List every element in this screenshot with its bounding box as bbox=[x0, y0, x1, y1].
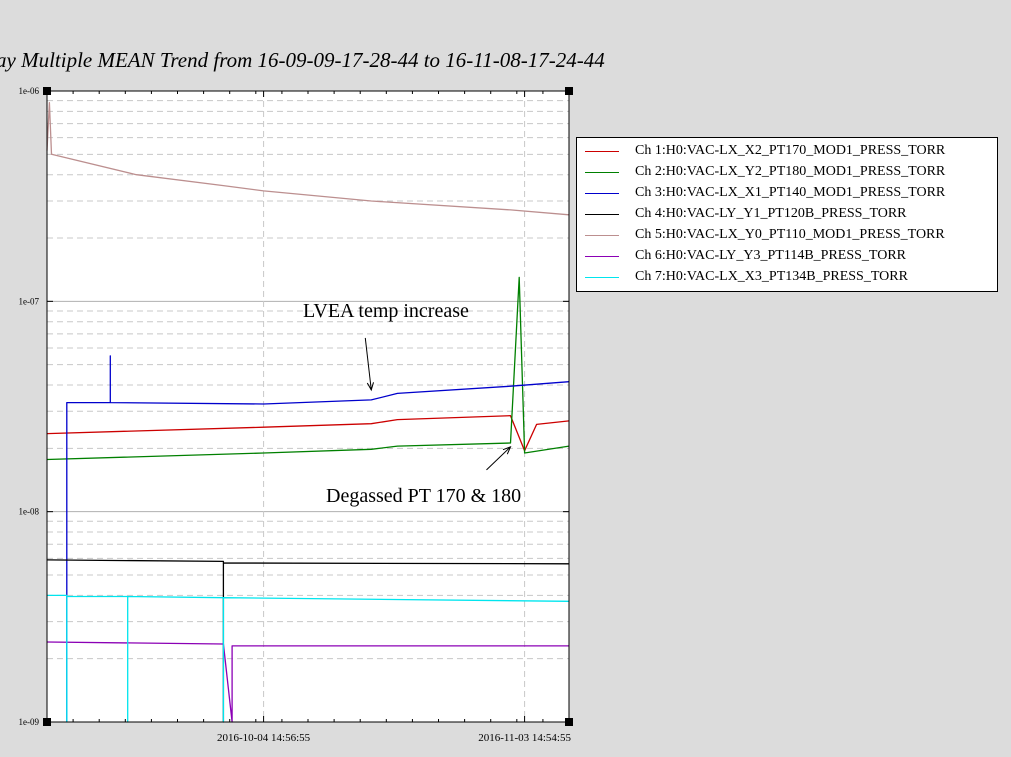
legend-swatch bbox=[585, 255, 619, 257]
annotation-arrows bbox=[364, 337, 512, 471]
y-tick-label: 1e-06 bbox=[19, 86, 40, 96]
x-tick-label: 2016-11-03 14:54:55 bbox=[478, 732, 571, 744]
y-tick-label: 1e-08 bbox=[19, 507, 40, 517]
legend-label: Ch 2:H0:VAC-LX_Y2_PT180_MOD1_PRESS_TORR bbox=[635, 164, 946, 179]
corner-marker bbox=[43, 718, 51, 726]
legend-swatch bbox=[585, 213, 619, 215]
legend-item: Ch 2:H0:VAC-LX_Y2_PT180_MOD1_PRESS_TORR bbox=[585, 162, 945, 182]
corner-marker bbox=[43, 87, 51, 95]
legend-item: Ch 1:H0:VAC-LX_X2_PT170_MOD1_PRESS_TORR bbox=[585, 141, 945, 161]
y-tick-label: 1e-07 bbox=[19, 296, 40, 306]
series-line-ch2 bbox=[46, 276, 570, 461]
legend-swatch bbox=[585, 150, 619, 152]
annotation-arrow-degassed bbox=[486, 446, 511, 471]
legend-item: Ch 4:H0:VAC-LY_Y1_PT120B_PRESS_TORR bbox=[585, 204, 907, 224]
x-tick-label: 2016-10-04 14:56:55 bbox=[217, 732, 311, 744]
axis-ticks: 1e-06 1e-07 1e-08 1e-09 2016-10-04 14:56:55 2… bbox=[19, 86, 572, 744]
annotation-arrow-degassed-head bbox=[502, 446, 512, 455]
annotation-lvea: LVEA temp increase bbox=[303, 300, 469, 322]
legend-swatch bbox=[585, 234, 619, 236]
legend-label: Ch 5:H0:VAC-LX_Y0_PT110_MOD1_PRESS_TORR bbox=[635, 227, 945, 242]
corner-marker bbox=[565, 87, 573, 95]
legend-label: Ch 1:H0:VAC-LX_X2_PT170_MOD1_PRESS_TORR bbox=[635, 143, 946, 158]
legend-swatch bbox=[585, 276, 619, 278]
legend-label: Ch 7:H0:VAC-LX_X3_PT134B_PRESS_TORR bbox=[635, 269, 908, 284]
legend-label: Ch 3:H0:VAC-LX_X1_PT140_MOD1_PRESS_TORR bbox=[635, 185, 946, 200]
corner-marker bbox=[565, 718, 573, 726]
legend-swatch bbox=[585, 171, 619, 173]
series-line-ch5 bbox=[46, 102, 570, 216]
legend-item: Ch 7:H0:VAC-LX_X3_PT134B_PRESS_TORR bbox=[585, 267, 908, 287]
plot-background bbox=[47, 91, 569, 722]
legend-label: Ch 4:H0:VAC-LY_Y1_PT120B_PRESS_TORR bbox=[635, 206, 907, 221]
legend-item: Ch 5:H0:VAC-LX_Y0_PT110_MOD1_PRESS_TORR bbox=[585, 225, 945, 245]
y-tick-label: 1e-09 bbox=[19, 717, 40, 727]
series-line-ch1 bbox=[46, 415, 570, 452]
annotation-arrow-lvea-head bbox=[366, 382, 374, 392]
legend: Ch 1:H0:VAC-LX_X2_PT170_MOD1_PRESS_TORR … bbox=[576, 137, 998, 292]
annotation-arrow-lvea bbox=[364, 337, 372, 390]
series-line-ch3 bbox=[66, 355, 570, 722]
legend-swatch bbox=[585, 192, 619, 194]
legend-item: Ch 3:H0:VAC-LX_X1_PT140_MOD1_PRESS_TORR bbox=[585, 183, 945, 203]
legend-label: Ch 6:H0:VAC-LY_Y3_PT114B_PRESS_TORR bbox=[635, 248, 907, 263]
corner-markers bbox=[43, 87, 573, 726]
chart-title: ay Multiple MEAN Trend from 16-09-09-17-… bbox=[0, 48, 605, 72]
annotation-degassed: Degassed PT 170 & 180 bbox=[326, 485, 522, 507]
legend-item: Ch 6:H0:VAC-LY_Y3_PT114B_PRESS_TORR bbox=[585, 246, 906, 266]
